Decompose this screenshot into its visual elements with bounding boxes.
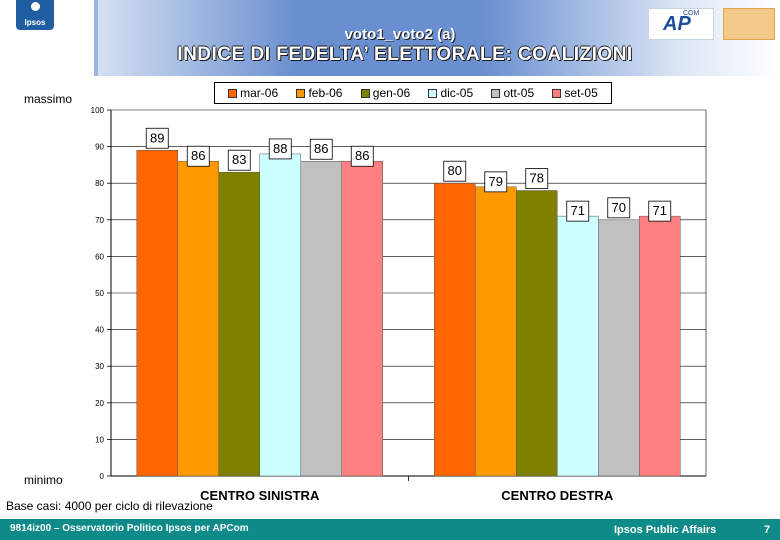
y-tick-label: 40 xyxy=(95,326,104,335)
bar xyxy=(259,153,301,477)
header-banner: Ipsos voto1_voto2 (a) INDICE DI FEDELTA’… xyxy=(0,0,780,76)
legend-swatch xyxy=(228,88,238,98)
legend-swatch xyxy=(428,88,438,98)
y-tick-label: 70 xyxy=(95,216,104,225)
bar xyxy=(341,160,383,477)
legend-label: set-05 xyxy=(564,86,598,100)
bar xyxy=(177,160,219,477)
legend-swatch xyxy=(296,88,306,98)
data-label-box xyxy=(309,138,333,160)
data-label: 86 xyxy=(314,141,328,156)
footer-source: 9814iz00 – Osservatorio Politico Ipsos p… xyxy=(10,523,249,534)
y-tick-label: 0 xyxy=(100,472,105,481)
page-number: 7 xyxy=(764,524,771,536)
data-label: 86 xyxy=(191,148,205,163)
bar xyxy=(639,215,681,477)
data-label-box xyxy=(484,171,508,193)
data-label: 88 xyxy=(273,141,287,156)
bar xyxy=(218,171,260,477)
data-label: 71 xyxy=(653,203,667,218)
base-note: Base casi: 4000 per ciclo di rilevazione xyxy=(6,499,213,513)
y-tick-label: 60 xyxy=(95,252,104,261)
legend-label: dic-05 xyxy=(440,86,474,100)
axis-note-min: minimo xyxy=(24,473,63,487)
y-tick-label: 10 xyxy=(95,435,104,444)
ipsos-logo-dot xyxy=(31,2,40,11)
category-label: CENTRO SINISTRA xyxy=(200,488,320,503)
data-label: 70 xyxy=(612,200,626,215)
data-label-box xyxy=(268,138,292,160)
partner-logo xyxy=(723,8,775,40)
legend-label: ott-05 xyxy=(503,86,535,100)
axis-note-max: massimo xyxy=(24,92,73,106)
footer-bar: 9814iz00 – Osservatorio Politico Ipsos p… xyxy=(0,519,780,540)
data-label: 78 xyxy=(530,171,544,186)
bar xyxy=(475,186,517,477)
y-tick-label: 50 xyxy=(95,289,104,298)
data-label: 89 xyxy=(150,130,164,145)
y-tick-label: 30 xyxy=(95,362,104,371)
slide-title: INDICE DI FEDELTA’ ELETTORALE: COALIZION… xyxy=(177,44,633,65)
ipsos-logo: Ipsos xyxy=(16,0,54,30)
bar xyxy=(434,182,476,477)
data-label-box xyxy=(607,197,631,219)
legend-label: gen-06 xyxy=(372,86,411,100)
apcom-logo-text: AP xyxy=(663,13,691,35)
data-label: 79 xyxy=(489,174,503,189)
y-tick-label: 100 xyxy=(91,106,105,115)
data-label-box xyxy=(525,168,549,189)
data-label: 80 xyxy=(448,163,462,178)
legend-item: feb-06 xyxy=(296,86,342,100)
data-label: 83 xyxy=(232,152,246,167)
data-label-box xyxy=(145,127,169,149)
data-label-box xyxy=(443,160,467,182)
bar xyxy=(300,160,342,477)
legend-item: mar-06 xyxy=(228,86,278,100)
ipsos-logo-text: Ipsos xyxy=(24,18,46,27)
bar xyxy=(136,150,178,477)
legend-item: gen-06 xyxy=(360,86,411,100)
y-tick-label: 80 xyxy=(95,179,104,188)
legend-swatch xyxy=(360,88,370,98)
chart-legend: mar-06 feb-06 gen-06 dic-05 ott-05 set-05 xyxy=(214,82,612,104)
slide-subtitle: voto1_voto2 (a) xyxy=(344,26,456,43)
apcom-logo: COM AP xyxy=(648,8,714,40)
y-tick-label: 20 xyxy=(95,399,104,408)
data-label-box xyxy=(227,149,251,171)
legend-item: ott-05 xyxy=(491,86,534,100)
y-tick-label: 90 xyxy=(95,143,104,152)
legend-label: feb-06 xyxy=(308,86,343,100)
data-label-box xyxy=(566,200,590,222)
legend-swatch xyxy=(552,88,562,98)
legend-item: set-05 xyxy=(552,86,598,100)
data-label: 86 xyxy=(355,148,369,163)
category-label: CENTRO DESTRA xyxy=(501,488,614,503)
legend-label: mar-06 xyxy=(240,86,279,100)
bar xyxy=(516,190,558,477)
legend-item: dic-05 xyxy=(428,86,473,100)
data-label-box xyxy=(648,200,672,222)
data-label-box xyxy=(186,145,210,167)
apcom-logo-sup: COM xyxy=(683,10,700,17)
logo-area: Ipsos xyxy=(0,0,94,76)
bar xyxy=(557,215,599,477)
header-divider xyxy=(94,0,98,76)
footer-brand: Ipsos Public Affairs xyxy=(614,524,717,536)
legend-swatch xyxy=(491,88,501,98)
bar xyxy=(598,219,640,477)
data-label: 71 xyxy=(571,203,585,218)
data-label-box xyxy=(350,145,374,167)
